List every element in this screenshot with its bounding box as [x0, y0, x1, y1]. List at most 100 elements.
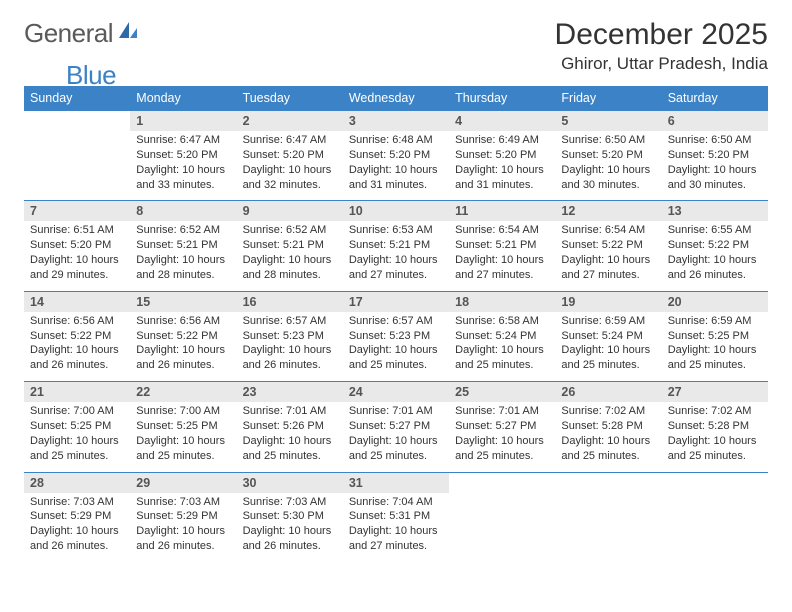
sunset-text: Sunset: 5:20 PM: [136, 148, 230, 163]
day-detail-cell: Sunrise: 6:57 AMSunset: 5:23 PMDaylight:…: [237, 312, 343, 382]
day-number-cell: 8: [130, 201, 236, 222]
sunrise-text: Sunrise: 7:00 AM: [136, 404, 230, 419]
day-number-cell: 14: [24, 291, 130, 312]
daylight-text: Daylight: 10 hours and 25 minutes.: [136, 434, 230, 464]
day-number-cell: 7: [24, 201, 130, 222]
sunrise-text: Sunrise: 6:59 AM: [668, 314, 762, 329]
title-block: December 2025 Ghiror, Uttar Pradesh, Ind…: [555, 18, 768, 74]
day-detail-cell: Sunrise: 6:51 AMSunset: 5:20 PMDaylight:…: [24, 221, 130, 291]
sunset-text: Sunset: 5:20 PM: [243, 148, 337, 163]
day-number-cell: 4: [449, 111, 555, 132]
day-detail-cell: Sunrise: 7:03 AMSunset: 5:30 PMDaylight:…: [237, 493, 343, 562]
daylight-text: Daylight: 10 hours and 25 minutes.: [243, 434, 337, 464]
daylight-text: Daylight: 10 hours and 25 minutes.: [668, 434, 762, 464]
weekday-header: Thursday: [449, 86, 555, 111]
daylight-text: Daylight: 10 hours and 29 minutes.: [30, 253, 124, 283]
day-number-cell: 12: [555, 201, 661, 222]
sunrise-text: Sunrise: 7:04 AM: [349, 495, 443, 510]
day-number-cell: 11: [449, 201, 555, 222]
day-detail-cell: Sunrise: 7:03 AMSunset: 5:29 PMDaylight:…: [24, 493, 130, 562]
sunset-text: Sunset: 5:31 PM: [349, 509, 443, 524]
sunset-text: Sunset: 5:20 PM: [455, 148, 549, 163]
day-number-cell: 25: [449, 382, 555, 403]
sunrise-text: Sunrise: 6:52 AM: [243, 223, 337, 238]
sunrise-text: Sunrise: 6:49 AM: [455, 133, 549, 148]
sunrise-text: Sunrise: 6:52 AM: [136, 223, 230, 238]
sunrise-text: Sunrise: 6:54 AM: [561, 223, 655, 238]
sunset-text: Sunset: 5:27 PM: [349, 419, 443, 434]
day-detail-row: Sunrise: 6:51 AMSunset: 5:20 PMDaylight:…: [24, 221, 768, 291]
sunset-text: Sunset: 5:27 PM: [455, 419, 549, 434]
day-detail-cell: Sunrise: 6:56 AMSunset: 5:22 PMDaylight:…: [24, 312, 130, 382]
day-detail-cell: [24, 131, 130, 201]
logo-text-general: General: [24, 18, 113, 49]
day-number-cell: 3: [343, 111, 449, 132]
sunrise-text: Sunrise: 6:53 AM: [349, 223, 443, 238]
sunset-text: Sunset: 5:22 PM: [668, 238, 762, 253]
day-detail-cell: Sunrise: 7:04 AMSunset: 5:31 PMDaylight:…: [343, 493, 449, 562]
day-number-cell: 26: [555, 382, 661, 403]
day-number-cell: 6: [662, 111, 768, 132]
daylight-text: Daylight: 10 hours and 33 minutes.: [136, 163, 230, 193]
sunrise-text: Sunrise: 6:55 AM: [668, 223, 762, 238]
calendar-body: 123456Sunrise: 6:47 AMSunset: 5:20 PMDay…: [24, 111, 768, 562]
weekday-header-row: Sunday Monday Tuesday Wednesday Thursday…: [24, 86, 768, 111]
sunrise-text: Sunrise: 7:01 AM: [243, 404, 337, 419]
sail-icon: [117, 20, 139, 47]
day-number-cell: 31: [343, 472, 449, 493]
day-number-cell: 29: [130, 472, 236, 493]
day-number-cell: 20: [662, 291, 768, 312]
sunset-text: Sunset: 5:23 PM: [243, 329, 337, 344]
day-detail-cell: Sunrise: 6:52 AMSunset: 5:21 PMDaylight:…: [130, 221, 236, 291]
sunrise-text: Sunrise: 7:01 AM: [349, 404, 443, 419]
day-detail-cell: Sunrise: 6:47 AMSunset: 5:20 PMDaylight:…: [237, 131, 343, 201]
day-number-cell: 17: [343, 291, 449, 312]
sunset-text: Sunset: 5:21 PM: [136, 238, 230, 253]
sunset-text: Sunset: 5:28 PM: [561, 419, 655, 434]
sunrise-text: Sunrise: 7:03 AM: [243, 495, 337, 510]
day-number-cell: 22: [130, 382, 236, 403]
sunset-text: Sunset: 5:22 PM: [136, 329, 230, 344]
day-detail-cell: Sunrise: 7:01 AMSunset: 5:26 PMDaylight:…: [237, 402, 343, 472]
day-number-cell: 19: [555, 291, 661, 312]
day-number-cell: 16: [237, 291, 343, 312]
location-label: Ghiror, Uttar Pradesh, India: [555, 54, 768, 74]
day-number-cell: 9: [237, 201, 343, 222]
day-number-cell: [662, 472, 768, 493]
sunset-text: Sunset: 5:21 PM: [349, 238, 443, 253]
day-detail-cell: Sunrise: 6:59 AMSunset: 5:25 PMDaylight:…: [662, 312, 768, 382]
daylight-text: Daylight: 10 hours and 26 minutes.: [136, 343, 230, 373]
day-number-cell: 5: [555, 111, 661, 132]
day-detail-cell: Sunrise: 6:54 AMSunset: 5:22 PMDaylight:…: [555, 221, 661, 291]
sunset-text: Sunset: 5:24 PM: [455, 329, 549, 344]
day-number-cell: 27: [662, 382, 768, 403]
daylight-text: Daylight: 10 hours and 28 minutes.: [243, 253, 337, 283]
sunrise-text: Sunrise: 7:03 AM: [136, 495, 230, 510]
day-number-cell: 24: [343, 382, 449, 403]
daylight-text: Daylight: 10 hours and 25 minutes.: [561, 343, 655, 373]
daylight-text: Daylight: 10 hours and 28 minutes.: [136, 253, 230, 283]
daylight-text: Daylight: 10 hours and 31 minutes.: [455, 163, 549, 193]
day-number-cell: 21: [24, 382, 130, 403]
day-number-cell: 13: [662, 201, 768, 222]
sunrise-text: Sunrise: 6:50 AM: [668, 133, 762, 148]
day-number-row: 78910111213: [24, 201, 768, 222]
day-detail-cell: [449, 493, 555, 562]
sunset-text: Sunset: 5:25 PM: [668, 329, 762, 344]
daylight-text: Daylight: 10 hours and 30 minutes.: [668, 163, 762, 193]
sunrise-text: Sunrise: 6:47 AM: [243, 133, 337, 148]
day-detail-cell: Sunrise: 6:58 AMSunset: 5:24 PMDaylight:…: [449, 312, 555, 382]
sunrise-text: Sunrise: 6:59 AM: [561, 314, 655, 329]
day-number-cell: 15: [130, 291, 236, 312]
sunset-text: Sunset: 5:28 PM: [668, 419, 762, 434]
sunrise-text: Sunrise: 6:58 AM: [455, 314, 549, 329]
daylight-text: Daylight: 10 hours and 25 minutes.: [561, 434, 655, 464]
daylight-text: Daylight: 10 hours and 26 minutes.: [136, 524, 230, 554]
day-detail-cell: Sunrise: 7:00 AMSunset: 5:25 PMDaylight:…: [24, 402, 130, 472]
sunset-text: Sunset: 5:21 PM: [243, 238, 337, 253]
day-number-cell: 18: [449, 291, 555, 312]
sunrise-text: Sunrise: 7:00 AM: [30, 404, 124, 419]
day-number-cell: 1: [130, 111, 236, 132]
sunrise-text: Sunrise: 7:02 AM: [561, 404, 655, 419]
day-detail-cell: Sunrise: 6:56 AMSunset: 5:22 PMDaylight:…: [130, 312, 236, 382]
